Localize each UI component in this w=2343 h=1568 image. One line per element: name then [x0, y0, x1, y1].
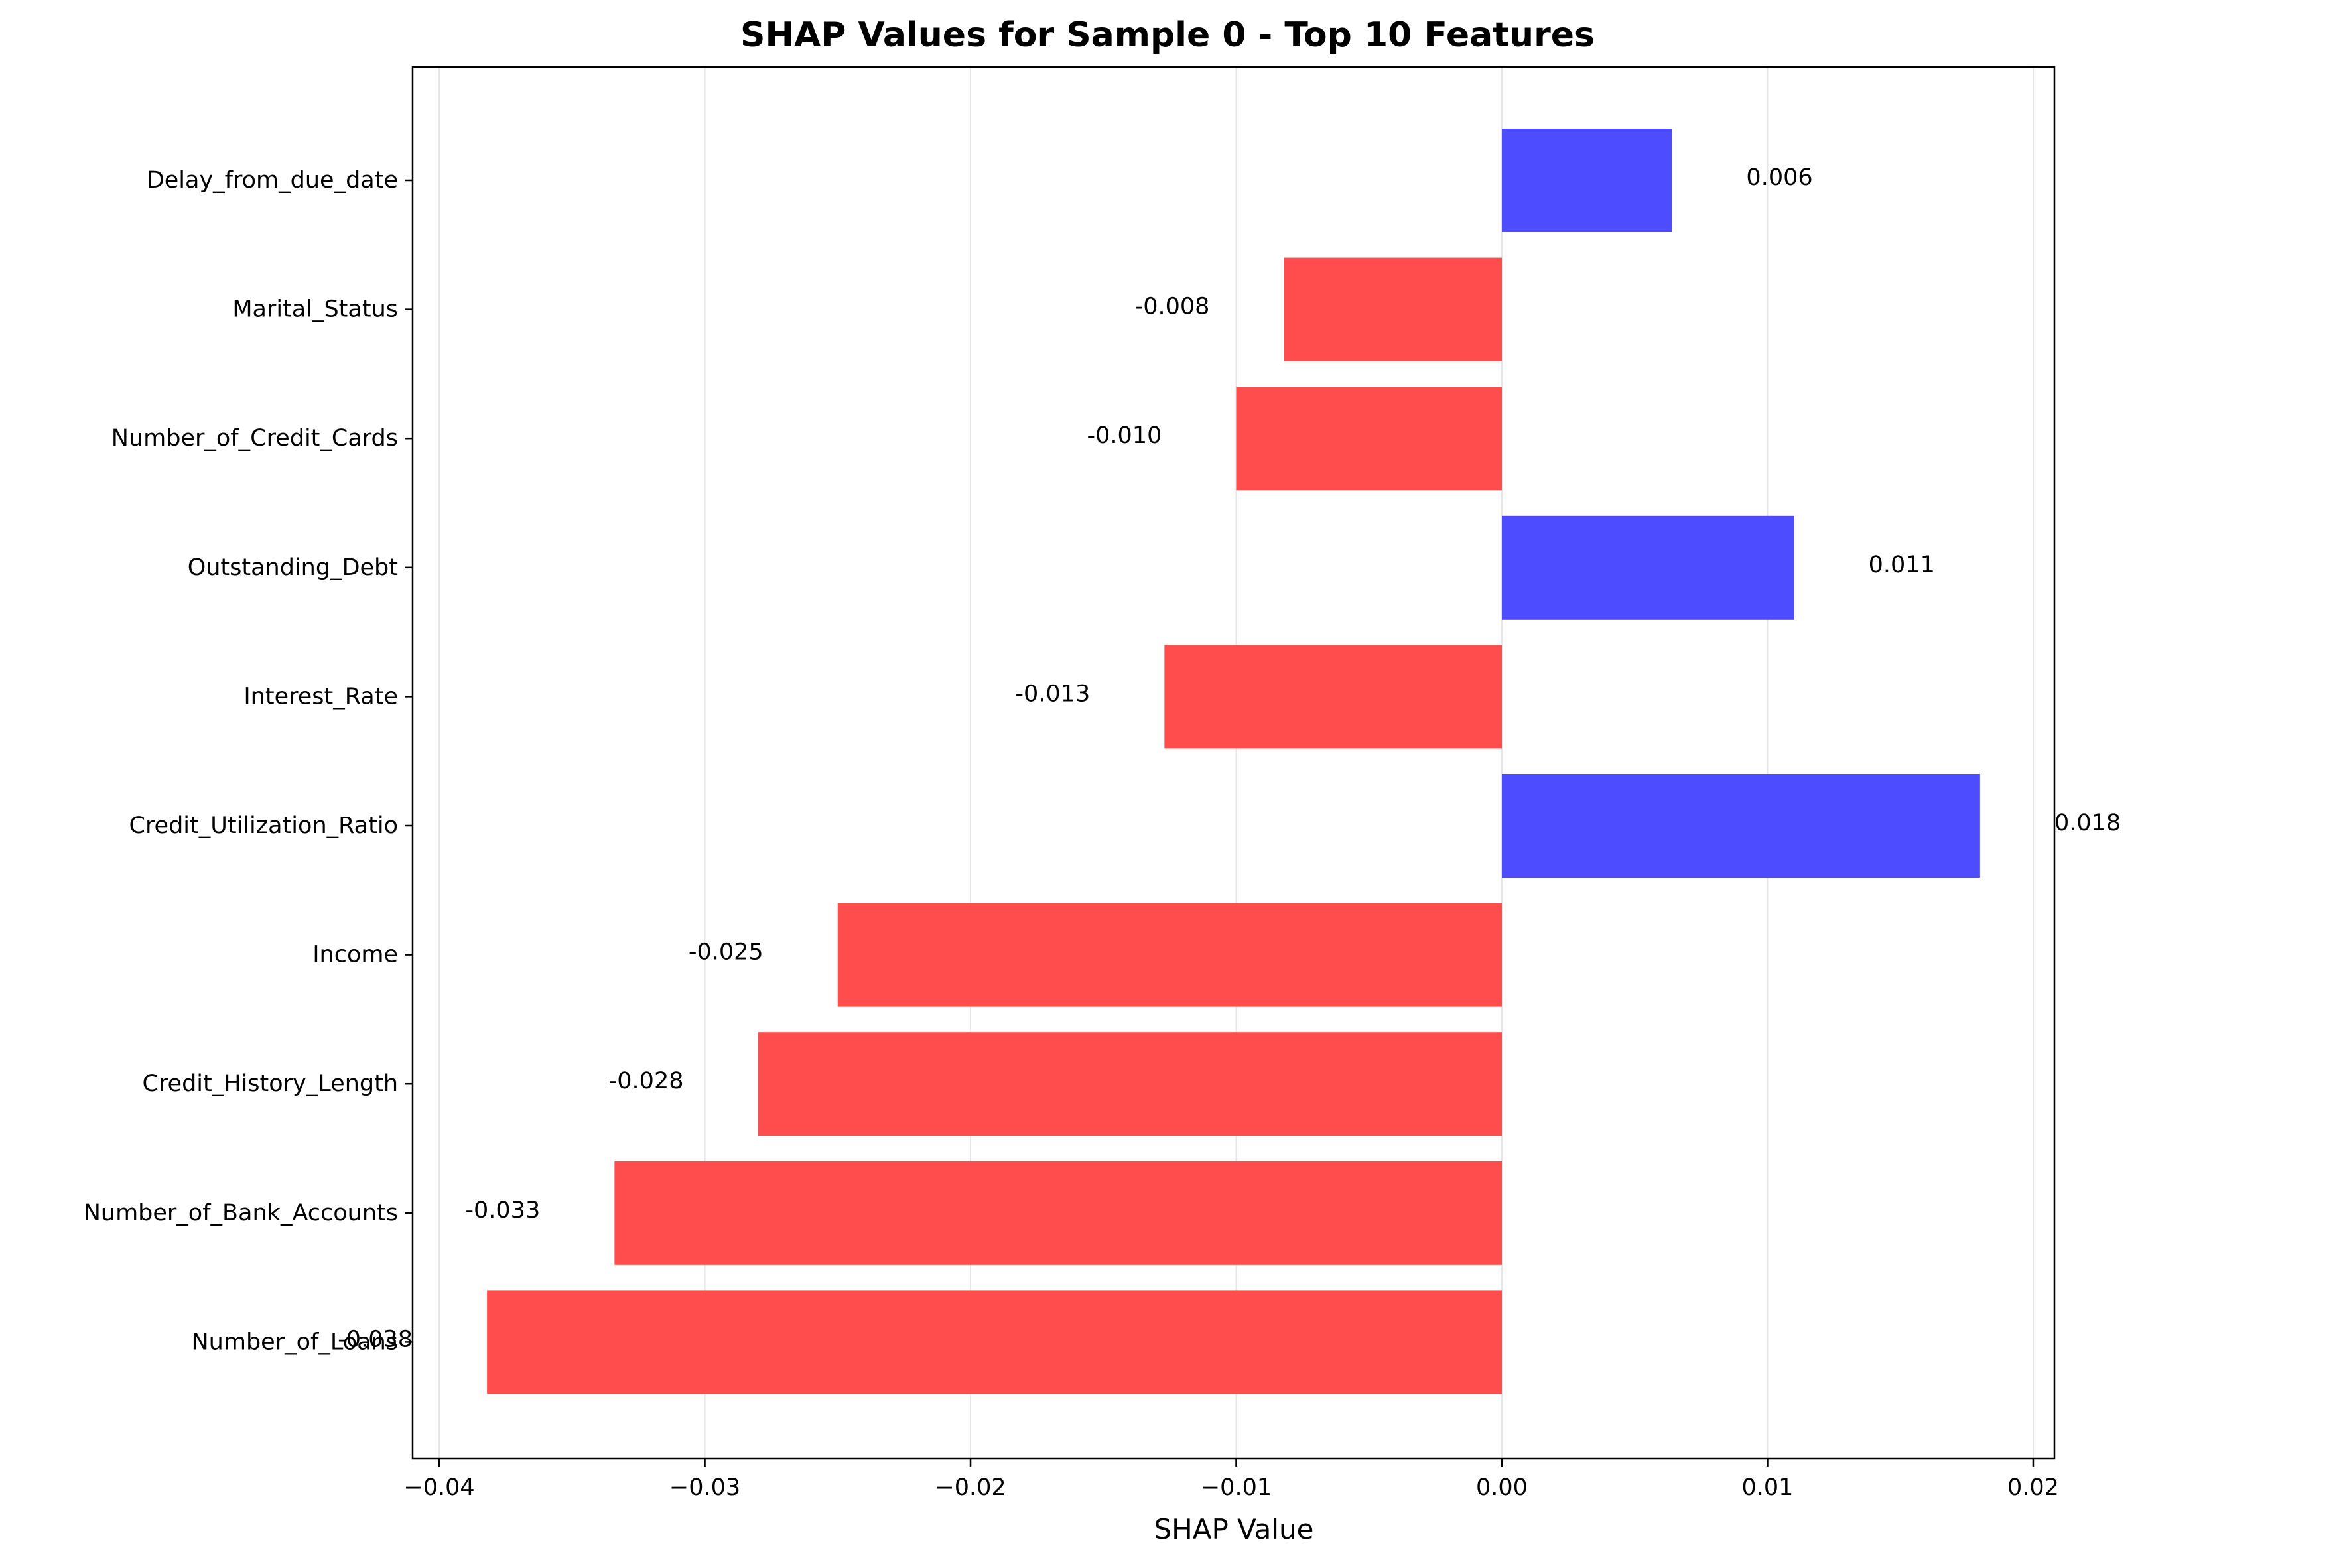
x-tick-label: −0.02 [935, 1474, 1006, 1501]
y-tick-label: Delay_from_due_date [147, 167, 398, 194]
value-label: -0.038 [338, 1326, 413, 1352]
x-tick-label: −0.03 [669, 1474, 740, 1501]
bar-credit-utilization-ratio [1501, 774, 1980, 878]
x-tick-label: 0.01 [1742, 1474, 1794, 1501]
y-tick-label: Credit_Utilization_Ratio [129, 813, 399, 839]
bars [487, 129, 1980, 1394]
bar-income [837, 903, 1502, 1007]
bar-marital-status [1284, 257, 1502, 361]
bar-number-of-loans [487, 1290, 1502, 1394]
bar-number-of-bank-accounts [614, 1161, 1502, 1265]
plot-frame [411, 66, 2056, 1460]
x-tick-label: 0.00 [1476, 1474, 1528, 1501]
value-label: 0.006 [1746, 164, 1812, 191]
x-axis-label: SHAP Value [1154, 1513, 1314, 1545]
y-tick-label: Number_of_Loans [192, 1329, 399, 1355]
x-tick-label: −0.01 [1201, 1474, 1272, 1501]
value-label: 0.011 [1869, 552, 1935, 578]
value-label: -0.010 [1087, 423, 1162, 449]
value-label: -0.008 [1135, 294, 1210, 320]
value-label: -0.033 [465, 1197, 540, 1224]
chart-title: SHAP Values for Sample 0 - Top 10 Featur… [740, 15, 1595, 55]
value-labels: 0.006 -0.008 -0.010 0.011 -0.013 0.018 -0.025 -… [338, 164, 2121, 1352]
x-tick-label: −0.04 [403, 1474, 474, 1501]
value-label: -0.025 [689, 939, 764, 966]
bar-outstanding-debt [1501, 515, 1794, 620]
bar-credit-history-length [758, 1032, 1502, 1136]
y-tick-label: Marital_Status [232, 296, 398, 323]
y-tick-label: Income [312, 942, 398, 968]
value-label: 0.018 [2054, 810, 2121, 836]
value-label: -0.028 [609, 1068, 684, 1094]
bar-delay-from-due-date [1501, 129, 1672, 232]
y-axis-ticks: Delay_from_due_date Marital_Status Number_… [84, 167, 413, 1355]
bar-number-of-credit-cards [1236, 387, 1502, 491]
bar-interest-rate [1164, 645, 1502, 749]
x-axis-ticks: −0.04 −0.03 −0.02 −0.01 0.00 0.01 0.02 [403, 1459, 2059, 1501]
y-tick-label: Number_of_Bank_Accounts [84, 1200, 398, 1226]
y-tick-label: Outstanding_Debt [188, 555, 398, 581]
y-tick-label: Interest_Rate [243, 683, 398, 710]
y-tick-label: Credit_History_Length [143, 1071, 399, 1097]
y-tick-label: Number_of_Credit_Cards [111, 425, 398, 452]
value-label: -0.013 [1015, 681, 1090, 707]
x-tick-label: 0.02 [2007, 1474, 2059, 1501]
